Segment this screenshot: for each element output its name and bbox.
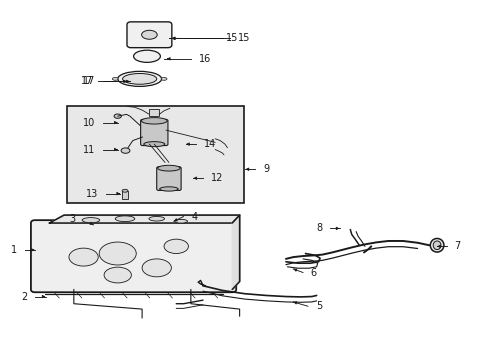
Text: 13: 13 xyxy=(85,189,98,199)
FancyBboxPatch shape xyxy=(141,120,167,145)
Text: 5: 5 xyxy=(315,301,321,311)
Text: 9: 9 xyxy=(263,164,268,174)
Ellipse shape xyxy=(161,77,166,80)
Ellipse shape xyxy=(118,71,161,86)
Polygon shape xyxy=(49,215,239,223)
Ellipse shape xyxy=(429,238,443,252)
Ellipse shape xyxy=(115,216,135,222)
Text: 17: 17 xyxy=(81,76,93,86)
Ellipse shape xyxy=(114,114,121,118)
Text: 12: 12 xyxy=(210,173,223,183)
Text: 16: 16 xyxy=(198,54,210,64)
Ellipse shape xyxy=(142,30,157,39)
Ellipse shape xyxy=(121,148,130,153)
Text: 17: 17 xyxy=(83,76,95,86)
Bar xyxy=(66,107,244,203)
Polygon shape xyxy=(232,215,239,289)
Text: 7: 7 xyxy=(454,241,460,251)
Text: 4: 4 xyxy=(191,212,197,221)
Text: 2: 2 xyxy=(20,292,27,302)
Ellipse shape xyxy=(160,187,178,191)
Text: 10: 10 xyxy=(83,118,95,128)
Text: 14: 14 xyxy=(203,139,215,149)
Ellipse shape xyxy=(69,248,98,266)
Text: 15: 15 xyxy=(237,33,249,43)
FancyBboxPatch shape xyxy=(127,22,171,48)
Ellipse shape xyxy=(133,50,160,62)
Ellipse shape xyxy=(112,77,118,80)
FancyBboxPatch shape xyxy=(31,220,236,292)
Ellipse shape xyxy=(122,73,157,84)
Text: 6: 6 xyxy=(310,267,316,278)
Ellipse shape xyxy=(99,242,136,265)
Text: 1: 1 xyxy=(11,245,17,255)
Ellipse shape xyxy=(432,241,440,249)
Text: 15: 15 xyxy=(225,33,238,43)
Text: 8: 8 xyxy=(315,224,322,233)
Ellipse shape xyxy=(104,267,131,283)
Ellipse shape xyxy=(122,189,128,192)
FancyBboxPatch shape xyxy=(157,167,181,190)
Ellipse shape xyxy=(157,165,180,171)
Text: 11: 11 xyxy=(83,144,95,154)
Ellipse shape xyxy=(163,239,188,253)
Ellipse shape xyxy=(149,216,164,221)
Ellipse shape xyxy=(141,118,167,124)
Ellipse shape xyxy=(174,219,187,223)
Bar xyxy=(122,191,128,199)
Text: 3: 3 xyxy=(69,215,76,224)
FancyBboxPatch shape xyxy=(149,109,159,116)
Ellipse shape xyxy=(82,217,100,223)
Ellipse shape xyxy=(142,259,171,277)
Ellipse shape xyxy=(143,141,164,147)
